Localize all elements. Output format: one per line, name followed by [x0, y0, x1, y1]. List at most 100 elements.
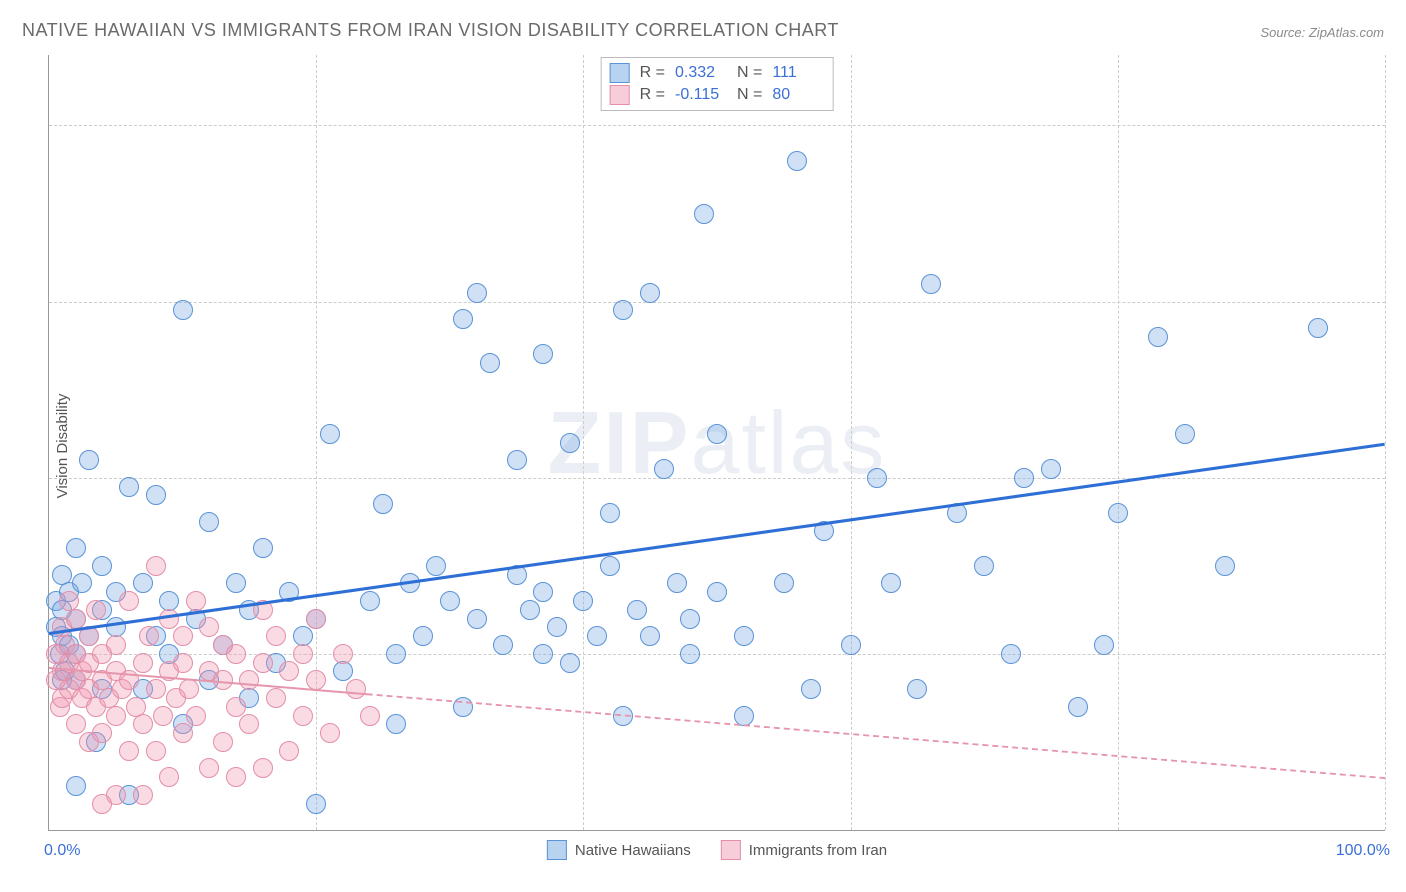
- scatter-point: [153, 706, 173, 726]
- stat-legend-row: R = -0.115 N = 80: [610, 84, 825, 106]
- gridline-h: [49, 125, 1385, 126]
- scatter-point: [279, 741, 299, 761]
- scatter-point: [360, 706, 380, 726]
- gridline-h: [49, 478, 1385, 479]
- scatter-point: [1215, 556, 1235, 576]
- scatter-point: [787, 151, 807, 171]
- scatter-point: [680, 609, 700, 629]
- scatter-point: [146, 485, 166, 505]
- scatter-point: [1001, 644, 1021, 664]
- gridline-h: [49, 302, 1385, 303]
- stat-n-value: 80: [772, 86, 824, 104]
- scatter-point: [1094, 635, 1114, 655]
- scatter-point: [146, 741, 166, 761]
- scatter-point: [159, 767, 179, 787]
- gridline-v: [851, 55, 852, 830]
- scatter-point: [86, 600, 106, 620]
- scatter-point: [881, 573, 901, 593]
- stat-n-label: N =: [737, 86, 762, 104]
- series-legend-item: Immigrants from Iran: [721, 840, 887, 860]
- y-tick-label: 6.0%: [1393, 293, 1406, 311]
- scatter-point: [667, 573, 687, 593]
- scatter-point: [1014, 468, 1034, 488]
- legend-swatch: [547, 840, 567, 860]
- scatter-point: [119, 741, 139, 761]
- scatter-point: [66, 609, 86, 629]
- scatter-point: [66, 538, 86, 558]
- source-label: Source: ZipAtlas.com: [1260, 25, 1384, 40]
- scatter-point: [533, 644, 553, 664]
- scatter-point: [680, 644, 700, 664]
- scatter-point: [467, 283, 487, 303]
- chart-title: NATIVE HAWAIIAN VS IMMIGRANTS FROM IRAN …: [22, 20, 839, 41]
- scatter-point: [426, 556, 446, 576]
- scatter-point: [613, 300, 633, 320]
- gridline-v: [583, 55, 584, 830]
- scatter-point: [801, 679, 821, 699]
- scatter-point: [186, 706, 206, 726]
- scatter-point: [587, 626, 607, 646]
- scatter-point: [1148, 327, 1168, 347]
- scatter-point: [199, 758, 219, 778]
- y-tick-label: 2.0%: [1393, 645, 1406, 663]
- scatter-point: [72, 573, 92, 593]
- stat-r-value: -0.115: [675, 86, 727, 104]
- scatter-point: [480, 353, 500, 373]
- scatter-point: [627, 600, 647, 620]
- scatter-point: [413, 626, 433, 646]
- legend-swatch: [610, 85, 630, 105]
- scatter-point: [386, 644, 406, 664]
- y-tick-label: 8.0%: [1393, 116, 1406, 134]
- stat-r-label: R =: [640, 86, 665, 104]
- series-name: Immigrants from Iran: [749, 842, 887, 859]
- scatter-point: [213, 732, 233, 752]
- scatter-point: [453, 697, 473, 717]
- scatter-point: [133, 573, 153, 593]
- stat-n-value: 111: [772, 64, 824, 82]
- scatter-point: [226, 767, 246, 787]
- scatter-point: [320, 424, 340, 444]
- scatter-point: [179, 679, 199, 699]
- scatter-point: [253, 653, 273, 673]
- plot-area: ZIPatlas R =0.332N =111R =-0.115N =80 Na…: [48, 55, 1385, 831]
- scatter-point: [199, 512, 219, 532]
- x-tick-label: 0.0%: [44, 842, 80, 860]
- scatter-point: [226, 697, 246, 717]
- stat-r-label: R =: [640, 64, 665, 82]
- scatter-point: [173, 300, 193, 320]
- scatter-point: [119, 591, 139, 611]
- scatter-point: [640, 283, 660, 303]
- scatter-point: [133, 714, 153, 734]
- scatter-point: [133, 785, 153, 805]
- scatter-point: [106, 635, 126, 655]
- regression-line: [49, 443, 1385, 635]
- stat-n-label: N =: [737, 64, 762, 82]
- scatter-point: [106, 785, 126, 805]
- stat-r-value: 0.332: [675, 64, 727, 82]
- scatter-point: [199, 617, 219, 637]
- gridline-v: [316, 55, 317, 830]
- scatter-point: [146, 556, 166, 576]
- series-legend-item: Native Hawaiians: [547, 840, 691, 860]
- series-legend: Native Hawaiians Immigrants from Iran: [547, 840, 887, 860]
- scatter-point: [640, 626, 660, 646]
- scatter-point: [573, 591, 593, 611]
- scatter-point: [507, 450, 527, 470]
- scatter-point: [560, 433, 580, 453]
- scatter-point: [867, 468, 887, 488]
- scatter-point: [239, 670, 259, 690]
- scatter-point: [253, 758, 273, 778]
- scatter-point: [266, 626, 286, 646]
- gridline-v: [1118, 55, 1119, 830]
- scatter-point: [841, 635, 861, 655]
- scatter-point: [226, 573, 246, 593]
- scatter-point: [173, 626, 193, 646]
- scatter-point: [734, 626, 754, 646]
- legend-swatch: [721, 840, 741, 860]
- scatter-point: [707, 424, 727, 444]
- scatter-point: [173, 723, 193, 743]
- scatter-point: [974, 556, 994, 576]
- scatter-point: [66, 714, 86, 734]
- scatter-point: [1068, 697, 1088, 717]
- x-tick-label: 100.0%: [1336, 842, 1390, 860]
